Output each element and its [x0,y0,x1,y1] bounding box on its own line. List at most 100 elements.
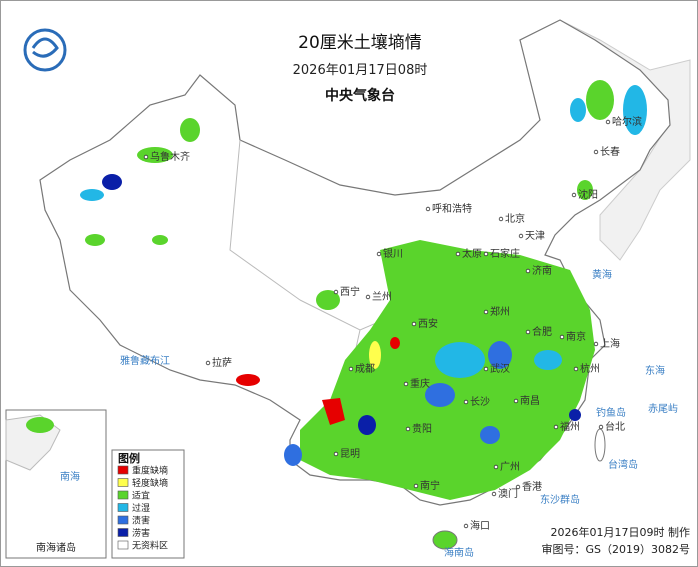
city-marker [553,424,559,430]
patch-soak [425,383,455,407]
legend-swatch [117,515,129,525]
city-label: 天津 [525,230,545,242]
patch-mild-drought [369,341,381,369]
city-marker [525,329,531,335]
legend-swatch [117,528,129,537]
city-label: 武汉 [490,362,510,375]
inset-label: 南海诸岛 [36,541,76,554]
legend-swatch [117,540,129,550]
city-label: 海口 [470,519,490,532]
city-marker [515,484,521,490]
patch-soak [480,426,500,444]
city-label: 长沙 [470,396,490,408]
city-label: 广州 [500,461,520,473]
title: 20厘米土壤墒情 [298,32,422,53]
city-marker [413,483,419,489]
patch-suitable [577,180,593,200]
city-label: 贵阳 [412,422,432,435]
hainan [432,530,458,550]
patch-wet [623,85,647,135]
legend-swatch [117,478,129,487]
city-label: 上海 [600,337,620,350]
legend-label: 渍害 [132,515,150,527]
city-label: 南昌 [520,394,540,407]
city-marker [518,233,524,239]
footer-approval: 审图号：GS（2019）3082号 [542,542,691,556]
city-label: 石家庄 [490,247,520,260]
city-label: 西安 [418,317,438,330]
patch-wet [435,342,485,378]
city-label: 呼和浩特 [432,203,472,215]
patch-severe-drought [236,374,260,386]
city-marker [513,398,519,404]
city-marker [483,366,489,372]
city-marker [333,289,339,295]
logo [23,28,67,72]
city-marker [333,451,339,457]
legend-swatch [117,503,129,512]
city-label: 兰州 [372,290,392,303]
patch-suitable [180,118,200,142]
patch-suitable [152,235,168,245]
patch-soak [284,444,302,466]
water-label: 赤尾屿 [648,403,678,415]
city-marker [455,251,461,257]
city-label: 福州 [560,420,580,433]
city-label: 昆明 [340,448,360,460]
city-marker [463,399,469,405]
city-label: 拉萨 [212,356,232,369]
city-marker [376,251,382,257]
city-marker [593,149,599,155]
taiwan [594,428,606,462]
inset-patch [26,417,54,433]
city-marker [573,366,579,372]
city-label: 太原 [462,247,482,260]
city-marker [143,154,149,160]
city-label: 合肥 [532,325,552,338]
city-marker [493,464,499,470]
city-label: 香港 [522,481,542,493]
city-label: 济南 [532,264,552,277]
patch-flood [569,409,581,421]
city-label: 台北 [605,420,625,433]
city-label: 西宁 [340,285,360,298]
agency: 中央气象台 [325,87,395,104]
city-marker [571,192,577,198]
patch-suitable [586,80,614,120]
city-label: 乌鲁木齐 [150,150,190,163]
city-label: 成都 [355,363,375,375]
legend-swatch [117,490,129,500]
city-marker [525,268,531,274]
logo-mark [31,37,59,58]
legend-label: 适宜 [132,490,150,502]
city-label: 郑州 [490,305,510,318]
patch-flood [358,415,376,435]
city-label: 沈阳 [578,188,598,201]
city-marker [491,491,497,497]
water-label: 海南岛 [444,546,474,559]
city-marker [365,294,371,300]
water-label: 雅鲁藏布江 [120,354,170,367]
city-label: 澳门 [498,487,518,500]
city-marker [498,216,504,222]
city-label: 南京 [566,330,586,343]
city-marker [483,251,489,257]
water-label: 东海 [645,364,665,377]
patch-suitable [85,234,105,246]
water-label: 钓鱼岛 [596,406,626,419]
water-label: 黄海 [592,268,612,281]
city-marker [593,341,599,347]
city-marker [605,119,611,125]
water-label: 东沙群岛 [540,493,580,506]
city-marker [405,426,411,432]
legend-label: 轻度缺墒 [132,477,168,489]
city-marker [483,309,489,315]
footer-made: 2026年01月17日09时 制作 [551,525,690,539]
city-label: 北京 [505,212,525,225]
legend-label: 过湿 [132,502,150,514]
patch-soak [488,341,512,369]
water-label: 南海 [60,470,80,483]
